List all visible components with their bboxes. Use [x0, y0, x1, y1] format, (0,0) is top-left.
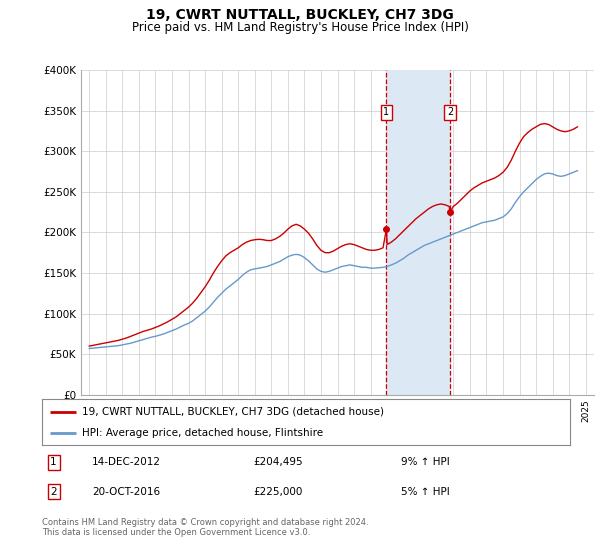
Text: 19, CWRT NUTTALL, BUCKLEY, CH7 3DG (detached house): 19, CWRT NUTTALL, BUCKLEY, CH7 3DG (deta… — [82, 407, 383, 417]
Text: Contains HM Land Registry data © Crown copyright and database right 2024.
This d: Contains HM Land Registry data © Crown c… — [42, 518, 368, 538]
Text: 14-DEC-2012: 14-DEC-2012 — [92, 457, 161, 467]
Text: Price paid vs. HM Land Registry's House Price Index (HPI): Price paid vs. HM Land Registry's House … — [131, 21, 469, 34]
Text: 19, CWRT NUTTALL, BUCKLEY, CH7 3DG: 19, CWRT NUTTALL, BUCKLEY, CH7 3DG — [146, 8, 454, 22]
Text: 2: 2 — [447, 107, 453, 117]
Text: 1: 1 — [50, 457, 57, 467]
Text: 20-OCT-2016: 20-OCT-2016 — [92, 487, 160, 497]
Text: 9% ↑ HPI: 9% ↑ HPI — [401, 457, 450, 467]
Bar — [386, 70, 450, 395]
Text: HPI: Average price, detached house, Flintshire: HPI: Average price, detached house, Flin… — [82, 428, 323, 438]
Text: £225,000: £225,000 — [253, 487, 302, 497]
Text: 2: 2 — [50, 487, 57, 497]
Text: £204,495: £204,495 — [253, 457, 303, 467]
Text: 1: 1 — [383, 107, 389, 117]
Text: 5% ↑ HPI: 5% ↑ HPI — [401, 487, 450, 497]
